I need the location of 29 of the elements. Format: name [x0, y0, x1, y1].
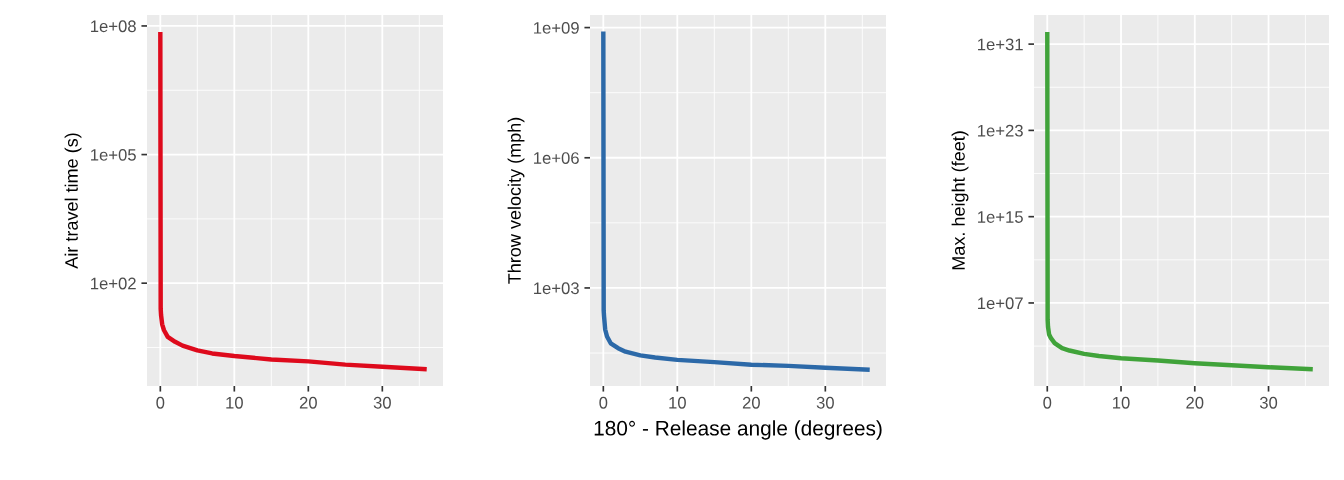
y-tick-label: 1e+15 [978, 211, 1023, 223]
x-tick-label: 0 [599, 396, 608, 409]
x-tick-label: 30 [1259, 396, 1278, 409]
x-tick-label: 10 [226, 396, 243, 409]
x-tick-label: 10 [1113, 396, 1130, 409]
line-series [1045, 29, 1315, 372]
x-axis-title: 180° - Release angle (degrees) [594, 420, 882, 440]
x-tick-label: 10 [669, 396, 686, 409]
line-series [601, 29, 872, 373]
y-tick-label: 1e+05 [91, 148, 136, 161]
x-tick-label: 20 [1186, 396, 1204, 409]
x-tick-label: 30 [816, 396, 834, 409]
y-tick-label: 1e+23 [978, 124, 1023, 137]
y-tick-label: 1e+03 [534, 282, 579, 295]
line-series [158, 29, 429, 372]
y-tick-label: 1e+31 [978, 38, 1023, 51]
x-tick-label: 30 [373, 396, 391, 409]
y-tick-label: 1e+08 [91, 20, 136, 33]
y-axis-title: Air travel time (s) [64, 133, 82, 269]
y-tick-label: 1e+09 [534, 21, 579, 34]
y-axis-title: Throw velocity (mph) [507, 117, 525, 284]
y-tick-label: 1e+06 [534, 152, 579, 164]
y-tick-label: 1e+02 [91, 277, 136, 290]
y-tick-label: 1e+07 [978, 297, 1023, 310]
y-axis-title: Max. height (feet) [951, 131, 969, 270]
x-tick-label: 0 [156, 396, 165, 409]
x-tick-label: 20 [742, 396, 760, 409]
x-tick-label: 0 [1043, 396, 1052, 409]
x-tick-label: 20 [299, 396, 317, 409]
